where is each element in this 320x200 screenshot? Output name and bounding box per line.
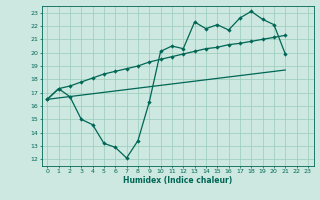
X-axis label: Humidex (Indice chaleur): Humidex (Indice chaleur) — [123, 176, 232, 185]
